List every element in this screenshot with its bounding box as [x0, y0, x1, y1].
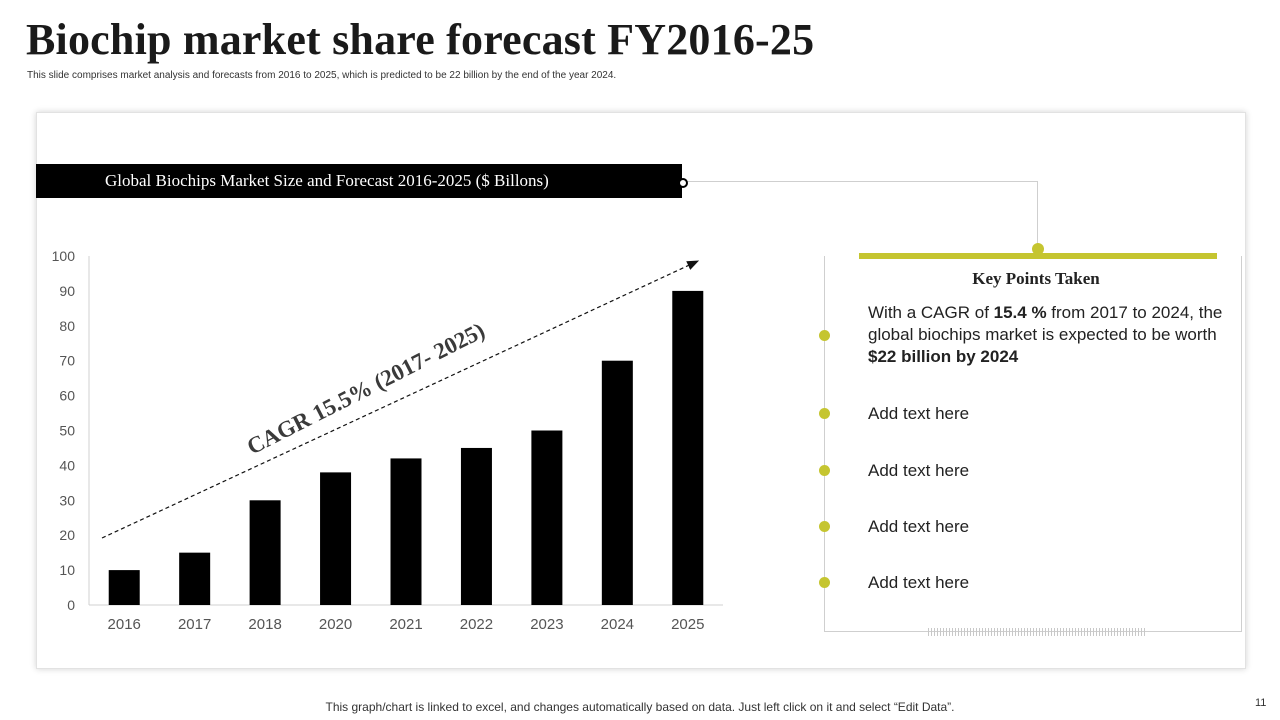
key-point-text[interactable]: Add text here	[868, 403, 1228, 425]
y-tick-label: 30	[59, 492, 75, 508]
x-tick-label: 2020	[319, 616, 352, 633]
bar	[108, 570, 140, 605]
y-tick-label: 90	[59, 283, 75, 299]
bar	[672, 290, 704, 605]
y-tick-label: 20	[59, 527, 75, 543]
key-point-fragment: from 2017 to 2024, the global biochips m…	[868, 303, 1223, 344]
slide-subtitle: This slide comprises market analysis and…	[27, 70, 617, 81]
key-point-emphasis: 15.4 %	[993, 303, 1047, 322]
bar-chart[interactable]: 0 10 20 30 40 50 60 70 80 90 100 2016 2017 2018 2020 20…	[0, 0, 800, 660]
cagr-annotation: CAGR 15.5% (2017- 2025)	[243, 318, 489, 460]
key-point-text[interactable]: With a CAGR of 15.4 % from 2017 to 2024,…	[868, 302, 1228, 368]
x-tick-label: 2022	[460, 616, 493, 633]
key-point-fragment: Add text here	[868, 461, 970, 480]
connector-line-vertical	[1037, 181, 1038, 249]
key-point-fragment: Add text here	[868, 517, 970, 536]
key-point-emphasis: $22 billion by 2024	[868, 347, 1019, 366]
y-tick-label: 0	[67, 597, 75, 613]
y-tick-label: 70	[59, 353, 75, 369]
key-points-tick-decoration	[928, 628, 1146, 636]
bar	[460, 447, 492, 605]
key-point-text[interactable]: Add text here	[868, 516, 1228, 538]
key-point-fragment: Add text here	[868, 573, 970, 592]
chart-title-banner: Global Biochips Market Size and Forecast…	[36, 164, 682, 198]
y-tick-label: 60	[59, 388, 75, 404]
footer-note: This graph/chart is linked to excel, and…	[325, 700, 955, 714]
key-points-accent-bar	[859, 253, 1217, 259]
bar	[179, 552, 211, 605]
y-tick-label: 40	[59, 457, 75, 473]
key-point-fragment: Add text here	[868, 404, 970, 423]
x-tick-label: 2017	[178, 616, 211, 633]
slide-title: Biochip market share forecast FY2016-25	[26, 15, 815, 64]
bar	[531, 430, 563, 605]
bar	[601, 360, 633, 605]
key-point-bullet	[819, 577, 830, 588]
bar	[249, 500, 281, 605]
connector-line-horizontal	[682, 181, 1038, 182]
key-points-accent-dot	[1032, 243, 1044, 255]
key-point-bullet	[819, 465, 830, 476]
x-tick-label: 2016	[108, 616, 141, 633]
page-number: 11	[1255, 697, 1267, 709]
connector-dot	[678, 178, 688, 188]
x-tick-label: 2025	[671, 616, 704, 633]
x-tick-label: 2024	[601, 616, 634, 633]
bar	[320, 472, 352, 605]
y-tick-label: 50	[59, 423, 75, 439]
key-point-text[interactable]: Add text here	[868, 460, 1228, 482]
x-tick-label: 2018	[248, 616, 281, 633]
key-point-text[interactable]: Add text here	[868, 572, 1228, 594]
bar	[390, 458, 422, 605]
cagr-trend-arrow	[101, 260, 700, 539]
x-tick-label: 2021	[389, 616, 422, 633]
key-point-bullet	[819, 521, 830, 532]
y-tick-label: 100	[52, 248, 76, 264]
y-tick-label: 80	[59, 318, 75, 334]
key-points-box	[824, 256, 1242, 632]
key-point-fragment: With a CAGR of	[868, 303, 994, 322]
key-points-title: Key Points Taken	[972, 269, 1100, 288]
key-point-bullet	[819, 330, 830, 341]
x-tick-label: 2023	[530, 616, 563, 633]
y-tick-label: 10	[59, 562, 75, 578]
key-point-bullet	[819, 408, 830, 419]
